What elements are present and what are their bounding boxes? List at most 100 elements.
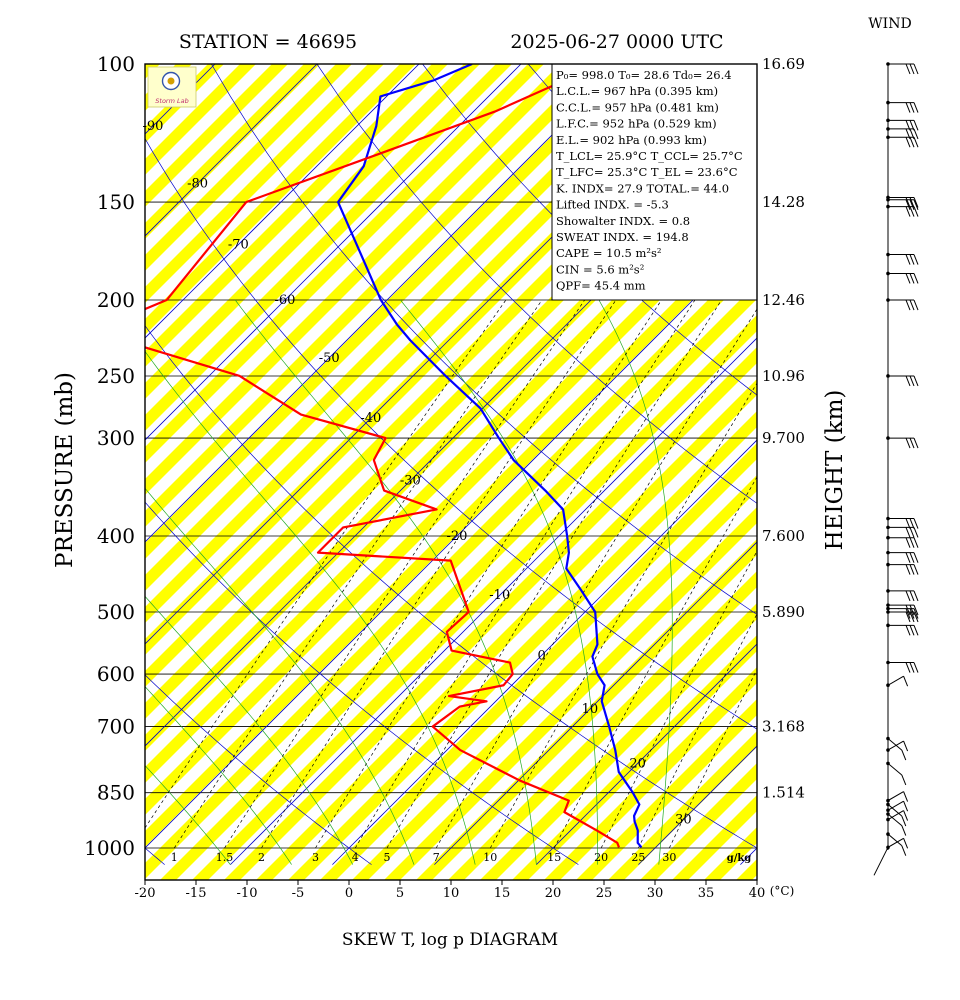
band [0,0,8,1000]
mixing-ratio-label: 20 [594,851,608,864]
wind-barb-feather [909,518,915,529]
wind-barb-feather [913,564,919,575]
stat-line: CIN = 5.6 m²s² [556,262,644,276]
moist-adiabat [598,299,673,865]
mixing-ratio-label: 7 [433,851,440,864]
wind-barb-feather [913,611,919,623]
dry-adiabat [316,64,757,504]
stat-line: E.L.= 902 hPa (0.993 km) [556,133,707,147]
isotherm-label: -20 [447,529,468,544]
datetime-label: 2025-06-27 0000 UTC [510,31,723,53]
height-tick-label: 16.69 [762,55,805,73]
isotherm-label: -10 [489,588,510,603]
pressure-tick-label: 100 [97,52,135,76]
wind-barb-feather [913,608,919,619]
band [608,731,757,880]
wind-barb [887,738,903,751]
mixing-ratio-line [386,299,722,849]
wind-barb-feather [905,590,911,602]
isotherm-line [145,64,726,645]
wind-barb-feather [905,197,911,208]
dry-adiabat [145,674,372,865]
dry-adiabat [950,64,960,865]
wind-barb-feather [905,518,911,529]
band [145,64,384,303]
station-label: STATION = 46695 [179,31,357,53]
sounding-profiles [145,64,643,849]
wind-barb-feather [903,676,909,687]
mixing-ratio-label: 1 [171,851,178,864]
mixing-ratio-line [261,299,617,849]
band [384,506,757,880]
height-tick-label: 7.600 [762,527,805,545]
isotherm-label: 20 [629,756,646,771]
isotherm-label: -60 [275,293,296,308]
mixing-ratio-line [669,668,757,849]
isotherm-line [740,847,757,865]
x-tick-label: -20 [135,886,156,901]
wind-barb-feather [903,801,909,812]
band [192,315,757,880]
wind-barb-feather [909,608,915,619]
dewpoint-line [145,64,620,848]
wind-barb-feather [905,552,911,563]
stat-line: C.C.L.= 957 hPa (0.481 km) [556,100,719,114]
mixing-ratio-line [354,299,696,849]
x-axis-label: SKEW T, log p DIAGRAM [342,930,558,950]
isotherm-label: -30 [400,474,421,489]
wind-barb-feather [905,604,911,616]
isotherm-label: 0 [537,648,545,663]
logo-text: Storm Lab [155,97,188,105]
stat-line: CAPE = 10.5 m²s² [556,246,661,260]
wind-barb-feather [901,825,907,836]
isotherm-line [434,541,757,865]
wind-barb [887,800,904,811]
band [145,64,608,527]
wind-barb-feather [905,527,911,538]
wind-barb-feather [905,537,911,548]
y2-axis-label: HEIGHT (km) [822,390,848,551]
height-tick-label: 1.514 [762,784,805,802]
wind-barb-feather [909,611,915,623]
wind-barb-feather [905,273,911,284]
wind-barb-feather [905,611,911,623]
wind-barb [887,804,903,817]
mixing-ratio-line [489,382,757,849]
logo: Storm Lab [147,66,197,108]
isotherm-label: 10 [582,702,599,717]
stats-lines: P₀= 998.0 T₀= 28.6 Td₀= 26.4 L.C.L.= 967 … [556,68,743,293]
mixing-ratio-label: 15 [547,851,561,864]
wind-barb-feather [913,120,919,131]
wind-barb [887,675,904,686]
moist-adiabat [145,686,292,865]
wind-barb-feather [909,662,915,673]
band [744,0,960,1000]
wind-barb-feather [909,590,915,602]
dry-adiabat [145,325,757,849]
wind-barb-feather [903,740,909,752]
wind-title: WIND [868,16,911,32]
wind-barb-feather [905,625,911,636]
wind-barb-feather [913,102,919,113]
wind-barb-feather [909,604,915,616]
wind-barb-feather [909,537,915,548]
wind-barb [887,740,904,751]
band [145,64,512,431]
moist-adiabat [145,595,354,865]
isotherm-line [145,64,624,543]
band [480,603,757,880]
isotherm-line [536,643,757,865]
wind-barb-feather [901,774,907,786]
wind-barb-feather [913,552,919,563]
wind-surface-line [873,847,889,876]
isotherm-label: -80 [187,176,208,191]
mixing-ratio-unit: g/kg [727,853,752,864]
band [0,0,40,1000]
x-unit: (°C) [770,884,795,898]
band [145,64,256,175]
pressure-tick-label: 400 [97,524,135,548]
wind-barb-feather [901,815,907,827]
mixing-ratio-line [553,476,757,849]
